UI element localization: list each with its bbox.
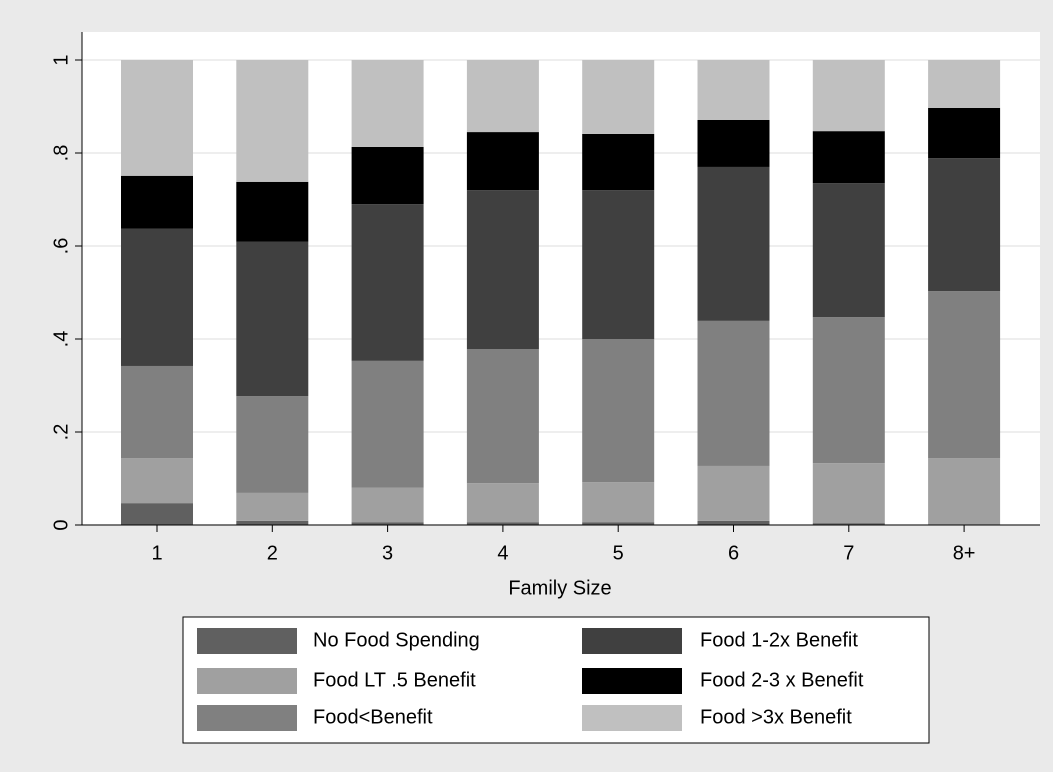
bar-segment: [121, 175, 193, 229]
y-tick-label: 1: [50, 54, 72, 65]
bar-segment: [236, 492, 309, 521]
x-tick-label: 7: [843, 542, 854, 564]
bar-segment: [351, 60, 424, 147]
bar-segment: [697, 320, 770, 466]
bar-segment: [351, 204, 424, 361]
bar-segment: [812, 60, 885, 132]
bar-segment: [812, 317, 885, 464]
legend-label: Food 2-3 x Benefit: [700, 669, 864, 691]
x-tick-label: 2: [267, 542, 278, 564]
x-tick-label: 8+: [953, 542, 976, 564]
bar-segment: [928, 60, 1001, 108]
bar-segment: [466, 522, 539, 525]
legend-swatch: [582, 705, 682, 731]
bar-segment: [236, 396, 309, 493]
bar-segment: [928, 107, 1001, 159]
bar-segment: [466, 190, 539, 350]
bar-segment: [812, 183, 885, 318]
bar-segment: [351, 360, 424, 488]
bar-segment: [928, 158, 1001, 292]
bar-segment: [121, 60, 193, 176]
x-tick-label: 5: [613, 542, 624, 564]
y-tick-label: .8: [50, 145, 72, 162]
bar-segment: [582, 190, 655, 339]
bar-segment: [351, 487, 424, 523]
legend-label: Food >3x Benefit: [700, 706, 852, 728]
legend-label: No Food Spending: [313, 629, 480, 651]
y-tick-label: .4: [50, 331, 72, 348]
bar-segment: [466, 60, 539, 133]
plot-area: [82, 32, 1040, 525]
x-tick-label: 4: [497, 542, 508, 564]
y-tick-label: 0: [50, 519, 72, 530]
bar-segment: [812, 523, 885, 525]
bar-segment: [582, 522, 655, 525]
bar-segment: [697, 60, 770, 120]
bar-segment: [812, 463, 885, 524]
bar-segment: [697, 119, 770, 167]
x-tick-label: 3: [382, 542, 393, 564]
bar-segment: [351, 522, 424, 525]
bar-segment: [582, 339, 655, 483]
legend-label: Food LT .5 Benefit: [313, 669, 476, 691]
bar-segment: [582, 133, 655, 191]
bar-segment: [697, 520, 770, 525]
legend-label: Food<Benefit: [313, 706, 433, 728]
bar-segment: [236, 520, 309, 525]
x-axis-title: Family Size: [508, 577, 611, 599]
legend-swatch: [197, 628, 297, 654]
x-tick-label: 1: [151, 542, 162, 564]
bar-segment: [351, 146, 424, 205]
legend-swatch: [582, 668, 682, 694]
legend-swatch: [197, 668, 297, 694]
bar-segment: [236, 181, 309, 242]
x-tick-label: 6: [728, 542, 739, 564]
bar-segment: [928, 458, 1001, 525]
legend: [182, 616, 930, 744]
bar-segment: [928, 291, 1001, 459]
bar-segment: [121, 365, 193, 459]
legend-label: Food 1-2x Benefit: [700, 629, 858, 651]
bar-segment: [697, 465, 770, 521]
bar-segment: [121, 503, 193, 525]
legend-swatch: [582, 628, 682, 654]
y-tick-label: .2: [50, 424, 72, 441]
bar-segment: [812, 131, 885, 184]
bar-segment: [466, 483, 539, 523]
bar-segment: [121, 458, 193, 504]
bar-segment: [236, 60, 309, 182]
bar-segment: [121, 228, 193, 366]
bar-segment: [582, 482, 655, 523]
y-tick-label: .6: [50, 238, 72, 255]
bar-segment: [466, 349, 539, 484]
bar-segment: [236, 241, 309, 397]
bar-segment: [466, 132, 539, 191]
bar-segment: [582, 60, 655, 134]
bar-segment: [697, 166, 770, 321]
legend-swatch: [197, 705, 297, 731]
